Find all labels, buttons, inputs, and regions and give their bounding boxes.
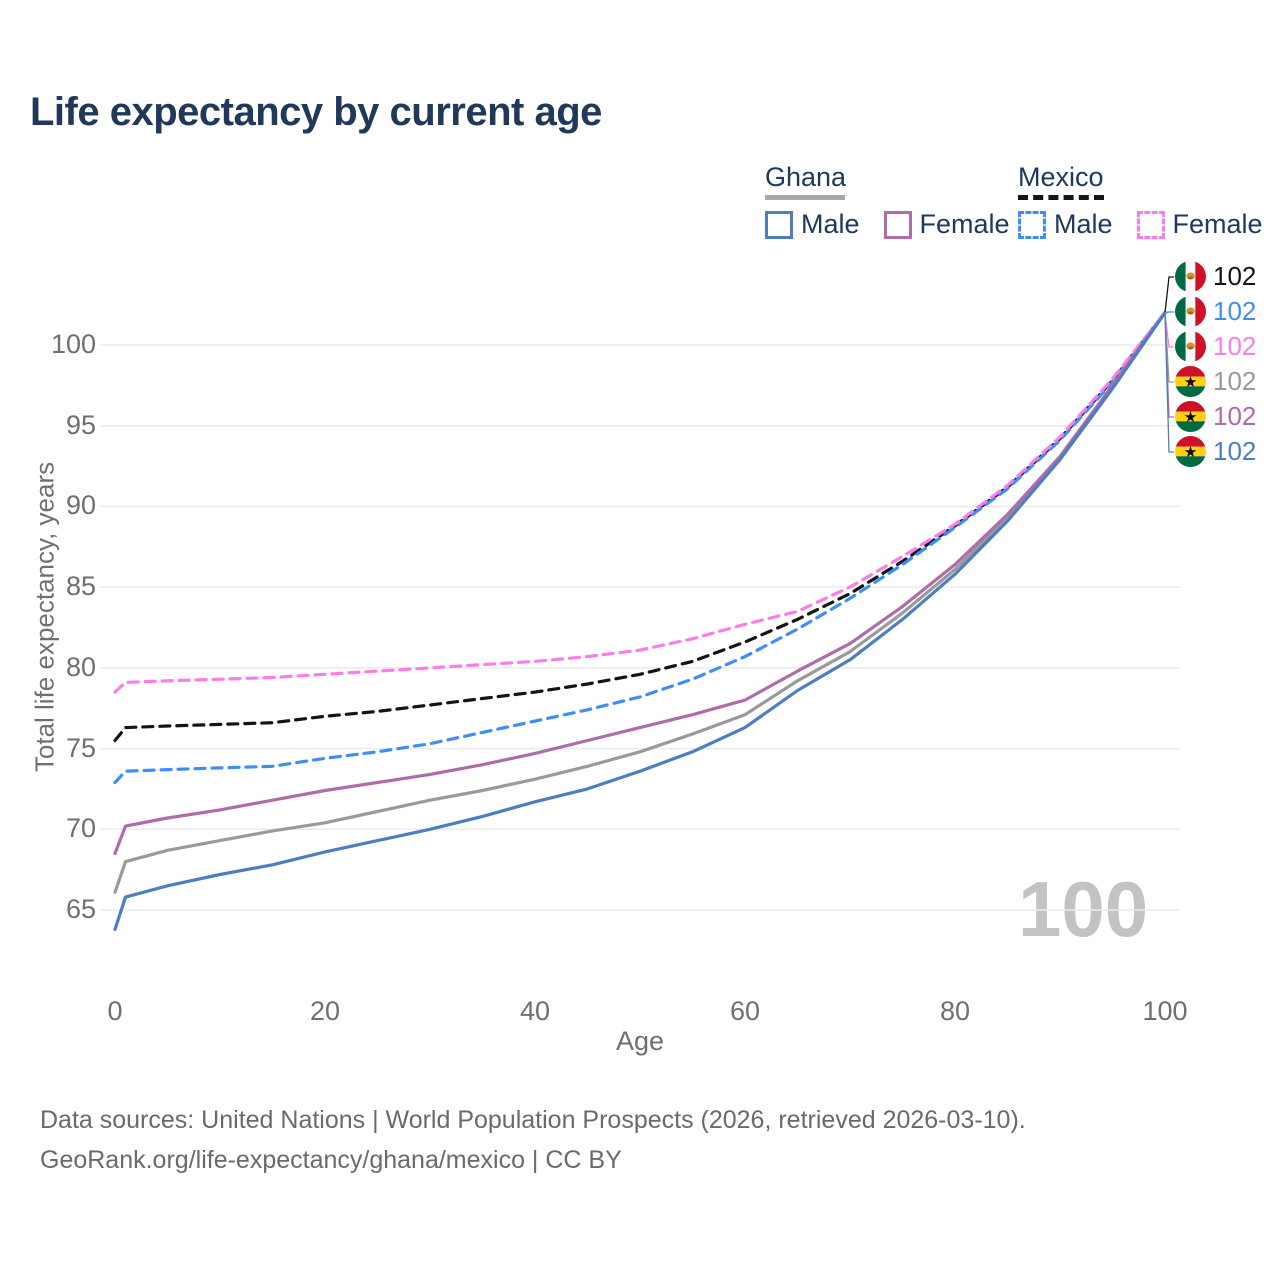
x-tick-label: 0 [107, 996, 123, 1026]
series-line-ghana-female [113, 311, 1167, 856]
ghana-flag-icon [1175, 436, 1206, 467]
mexico-flag-icon [1175, 261, 1206, 292]
legend-group-mexico: Mexico Male Female [1018, 162, 1280, 240]
leader-line [1164, 312, 1174, 453]
legend-item-label: Male [1054, 209, 1113, 239]
x-tick-label: 80 [939, 996, 971, 1026]
y-tick-label: 70 [65, 813, 96, 844]
mexico-both-line-swatch [1018, 195, 1104, 200]
leader-line [1164, 312, 1174, 348]
y-tick-label: 95 [65, 409, 96, 440]
y-tick-label: 75 [65, 732, 96, 763]
ghana-both-line-swatch [765, 195, 845, 200]
end-label-row: 102 [1175, 366, 1256, 397]
end-value-label: 102 [1213, 401, 1257, 431]
end-label-row: 102 [1175, 401, 1256, 432]
y-axis-title: Total life expectancy, years [29, 461, 60, 773]
legend-item-label: Male [801, 209, 860, 239]
leader-line [1164, 311, 1174, 314]
mexico-flag-icon [1175, 296, 1206, 327]
end-label-row: 102 [1175, 331, 1256, 362]
x-tick-label: 20 [309, 996, 341, 1026]
legend-item-label: Female [1172, 209, 1263, 239]
y-tick-label: 65 [65, 894, 96, 924]
y-tick-label: 80 [65, 651, 96, 682]
series-line-ghana-both-sexes [113, 311, 1167, 894]
end-label-row: 102 [1175, 296, 1256, 327]
legend-item-label: Female [919, 209, 1010, 239]
x-tick-label: 60 [729, 996, 761, 1026]
end-value-label: 102 [1213, 261, 1257, 291]
mexico-female-swatch-icon [1136, 210, 1165, 239]
y-tick-label: 90 [65, 490, 96, 521]
ghana-flag-icon [1175, 366, 1206, 397]
legend-item-mexico-male[interactable]: Male [1018, 209, 1113, 240]
mexico-male-swatch-icon [1018, 210, 1046, 239]
x-tick-label: 40 [519, 996, 551, 1026]
end-label-row: 102 [1175, 436, 1256, 467]
page-title: Life expectancy by current age [30, 90, 602, 134]
legend-item-ghana-male[interactable]: Male [765, 209, 860, 240]
end-value-label: 102 [1213, 436, 1257, 466]
legend: Ghana Male Female Mexico Male [0, 162, 1280, 242]
end-label-row: 102 [1175, 261, 1256, 292]
ghana-flag-icon [1175, 401, 1206, 432]
data-source-line: Data sources: United Nations | World Pop… [40, 1106, 1026, 1134]
age-counter-watermark: 100 [1018, 865, 1149, 953]
ghana-male-swatch-icon [765, 210, 793, 239]
end-value-label: 102 [1213, 366, 1257, 396]
legend-item-ghana-female[interactable]: Female [883, 209, 1010, 240]
legend-country-ghana[interactable]: Ghana [765, 162, 847, 192]
y-tick-label: 100 [50, 329, 96, 359]
end-value-label: 102 [1213, 331, 1257, 361]
x-tick-label: 100 [1142, 996, 1188, 1026]
attribution-line: GeoRank.org/life-expectancy/ghana/mexico… [40, 1146, 622, 1174]
mexico-flag-icon [1175, 331, 1206, 362]
leader-line [1164, 312, 1174, 383]
series-line-ghana-male [113, 311, 1167, 931]
legend-country-mexico[interactable]: Mexico [1018, 162, 1104, 192]
leader-line [1164, 312, 1174, 418]
series-line-mexico-both-sexes [113, 311, 1167, 743]
series-line-mexico-male [113, 311, 1167, 785]
leader-line [1164, 276, 1174, 313]
end-value-label: 102 [1213, 296, 1257, 326]
x-axis-title: Age [615, 1026, 665, 1056]
series-line-mexico-female [113, 311, 1167, 694]
legend-item-mexico-female[interactable]: Female [1136, 209, 1263, 240]
legend-group-ghana: Ghana Male Female [765, 162, 1034, 240]
y-tick-label: 85 [65, 571, 96, 602]
ghana-female-swatch-icon [883, 210, 912, 239]
